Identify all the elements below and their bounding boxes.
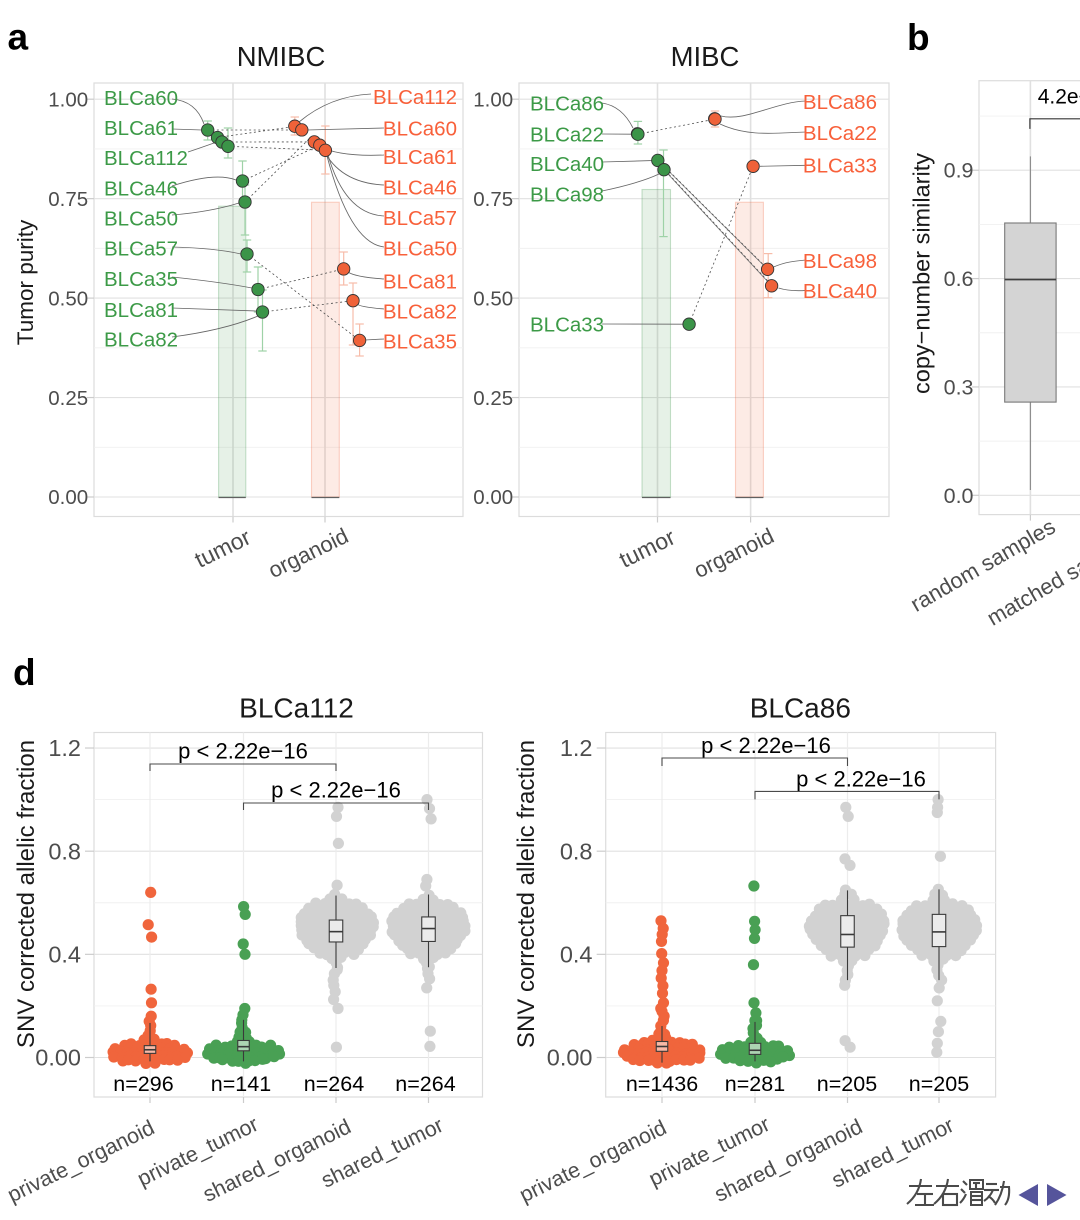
svg-text:BLCa61: BLCa61: [104, 117, 178, 140]
svg-text:SNV corrected allelic fraction: SNV corrected allelic fraction: [513, 740, 540, 1048]
svg-text:0.8: 0.8: [560, 838, 593, 864]
svg-text:BLCa57: BLCa57: [104, 238, 178, 261]
svg-text:0.25: 0.25: [48, 387, 88, 410]
svg-text:n=141: n=141: [211, 1072, 271, 1096]
svg-text:copy−number similarity: copy−number similarity: [909, 153, 935, 394]
svg-text:0.3: 0.3: [944, 375, 974, 399]
svg-text:a: a: [8, 17, 29, 58]
svg-text:BLCa86: BLCa86: [803, 91, 877, 114]
svg-text:BLCa86: BLCa86: [530, 93, 604, 116]
svg-text:p < 2.22e−16: p < 2.22e−16: [271, 778, 401, 803]
svg-text:4.2e−05: 4.2e−05: [1038, 86, 1080, 109]
svg-text:BLCa46: BLCa46: [383, 177, 457, 200]
svg-text:BLCa50: BLCa50: [104, 208, 178, 231]
svg-text:0.00: 0.00: [35, 1045, 81, 1071]
svg-text:0.25: 0.25: [473, 387, 513, 410]
svg-text:BLCa35: BLCa35: [383, 330, 457, 353]
svg-text:BLCa50: BLCa50: [383, 238, 457, 261]
svg-text:BLCa81: BLCa81: [383, 270, 457, 293]
svg-text:BLCa57: BLCa57: [383, 207, 457, 230]
svg-text:BLCa82: BLCa82: [104, 329, 178, 352]
svg-text:BLCa98: BLCa98: [803, 250, 877, 273]
svg-text:b: b: [907, 17, 930, 58]
svg-text:n=205: n=205: [817, 1072, 877, 1096]
svg-text:0.4: 0.4: [48, 942, 81, 968]
svg-text:BLCa33: BLCa33: [530, 313, 604, 336]
svg-text:BLCa82: BLCa82: [383, 301, 457, 324]
svg-text:n=281: n=281: [725, 1072, 785, 1096]
svg-text:SNV corrected allelic fraction: SNV corrected allelic fraction: [13, 740, 40, 1048]
svg-text:0.4: 0.4: [560, 942, 593, 968]
svg-text:BLCa22: BLCa22: [803, 122, 877, 145]
svg-text:0.75: 0.75: [473, 188, 513, 211]
svg-text:n=205: n=205: [909, 1072, 969, 1096]
svg-text:0.00: 0.00: [48, 486, 88, 509]
svg-text:0.50: 0.50: [473, 287, 513, 310]
svg-text:BLCa112: BLCa112: [373, 86, 457, 109]
svg-text:BLCa98: BLCa98: [530, 184, 604, 207]
svg-text:n=264: n=264: [395, 1072, 455, 1096]
svg-text:NMIBC: NMIBC: [237, 41, 326, 72]
svg-text:n=296: n=296: [113, 1072, 173, 1096]
svg-text:BLCa112: BLCa112: [239, 693, 354, 724]
svg-text:MIBC: MIBC: [671, 41, 740, 72]
svg-text:0.6: 0.6: [944, 267, 974, 291]
svg-text:BLCa81: BLCa81: [104, 299, 178, 322]
svg-text:0.9: 0.9: [944, 159, 974, 183]
svg-text:BLCa40: BLCa40: [530, 153, 604, 176]
svg-text:0.8: 0.8: [48, 838, 81, 864]
svg-text:n=264: n=264: [304, 1072, 364, 1096]
svg-text:d: d: [13, 652, 36, 693]
svg-text:BLCa46: BLCa46: [104, 177, 178, 200]
svg-text:BLCa22: BLCa22: [530, 123, 604, 146]
svg-text:BLCa60: BLCa60: [383, 117, 457, 140]
svg-text:BLCa35: BLCa35: [104, 268, 178, 291]
svg-text:0.00: 0.00: [547, 1045, 593, 1071]
svg-text:1.2: 1.2: [48, 735, 81, 761]
svg-text:1.2: 1.2: [560, 735, 593, 761]
svg-text:0.75: 0.75: [48, 188, 88, 211]
svg-text:BLCa33: BLCa33: [803, 155, 877, 178]
svg-text:1.00: 1.00: [48, 88, 88, 111]
svg-text:Tumor purity: Tumor purity: [13, 219, 38, 345]
svg-text:p < 2.22e−16: p < 2.22e−16: [178, 739, 308, 764]
svg-text:BLCa61: BLCa61: [383, 146, 457, 169]
svg-text:BLCa40: BLCa40: [803, 280, 877, 303]
svg-text:n=1436: n=1436: [626, 1072, 698, 1096]
svg-text:0.50: 0.50: [48, 287, 88, 310]
svg-text:BLCa86: BLCa86: [750, 693, 851, 724]
svg-text:p < 2.22e−16: p < 2.22e−16: [701, 733, 831, 758]
svg-text:BLCa60: BLCa60: [104, 87, 178, 110]
svg-text:0.00: 0.00: [473, 486, 513, 509]
svg-text:p < 2.22e−16: p < 2.22e−16: [796, 767, 926, 792]
svg-text:0.0: 0.0: [944, 484, 974, 508]
svg-text:BLCa112: BLCa112: [104, 147, 188, 170]
svg-text:1.00: 1.00: [473, 88, 513, 111]
